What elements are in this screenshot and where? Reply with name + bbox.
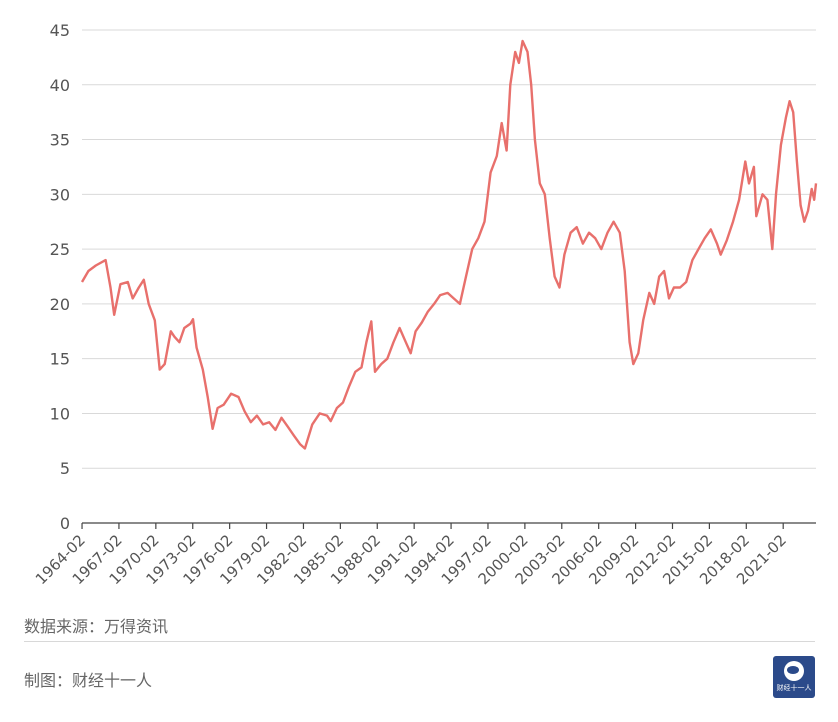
chart-credit: 制图：财经十一人 bbox=[24, 671, 153, 690]
data-source-note: 数据来源：万得资讯 bbox=[24, 617, 169, 636]
y-tick-label: 20 bbox=[50, 295, 70, 314]
logo-text: 财经十一人 bbox=[776, 684, 812, 692]
x-axis: 1964-021967-021970-021973-021976-021979-… bbox=[32, 523, 790, 588]
publisher-logo: 财经十一人 bbox=[773, 656, 815, 698]
y-tick-label: 0 bbox=[60, 514, 70, 533]
y-tick-label: 45 bbox=[50, 21, 70, 40]
y-tick-label: 5 bbox=[60, 459, 70, 478]
y-tick-label: 15 bbox=[50, 350, 70, 369]
globe-icon bbox=[784, 661, 804, 681]
grid-lines bbox=[82, 29, 816, 524]
y-tick-label: 30 bbox=[50, 185, 70, 204]
y-tick-label: 25 bbox=[50, 240, 70, 259]
y-tick-label: 10 bbox=[50, 404, 70, 423]
y-axis-ticks: 0 5 10 15 20 25 30 35 40 45 bbox=[50, 21, 70, 533]
y-tick-label: 40 bbox=[50, 76, 70, 95]
y-tick-label: 35 bbox=[50, 131, 70, 150]
line-chart: 0 5 10 15 20 25 30 35 40 45 1964-021967-021970-02… bbox=[32, 21, 818, 588]
divider bbox=[24, 641, 815, 642]
series-line bbox=[80, 39, 818, 450]
